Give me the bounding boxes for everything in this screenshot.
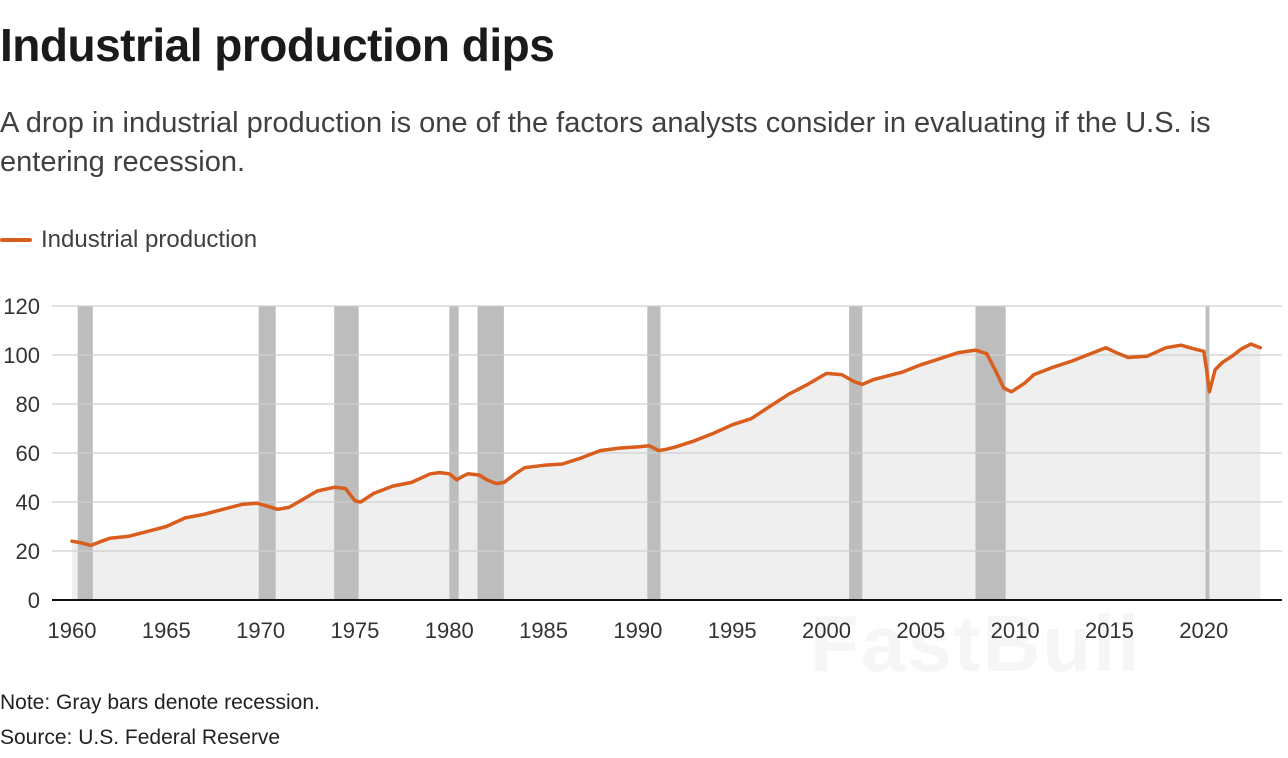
x-tick-label: 1970 bbox=[236, 618, 285, 643]
x-tick-label: 1965 bbox=[142, 618, 191, 643]
line-chart: 0 20 40 60 80 100 120 1960 1965 1970 1975 1980 1985 1… bbox=[3, 294, 1282, 643]
area-fill bbox=[72, 344, 1261, 600]
legend: Industrial production bbox=[0, 226, 257, 254]
chart-note: Note: Gray bars denote recession. bbox=[0, 691, 320, 714]
chart-title: Industrial production dips bbox=[0, 19, 555, 71]
watermark: FastBull bbox=[810, 598, 1142, 690]
y-tick-label: 100 bbox=[3, 343, 40, 368]
x-tick-label: 2020 bbox=[1179, 618, 1228, 643]
y-tick-label: 0 bbox=[28, 588, 40, 613]
x-tick-label: 1995 bbox=[708, 618, 757, 643]
x-tick-label: 2015 bbox=[1085, 618, 1134, 643]
x-tick-label: 1960 bbox=[48, 618, 97, 643]
y-tick-label: 80 bbox=[16, 392, 40, 417]
x-tick-label: 2010 bbox=[991, 618, 1040, 643]
x-tick-label: 1990 bbox=[613, 618, 662, 643]
legend-line-swatch bbox=[0, 238, 32, 242]
x-tick-label: 1985 bbox=[519, 618, 568, 643]
x-tick-label: 2005 bbox=[896, 618, 945, 643]
chart-subtitle: A drop in industrial production is one o… bbox=[0, 107, 1211, 178]
y-tick-label: 20 bbox=[16, 539, 40, 564]
y-tick-label: 120 bbox=[3, 294, 40, 319]
x-tick-label: 1975 bbox=[330, 618, 379, 643]
chart-source: Source: U.S. Federal Reserve bbox=[0, 726, 281, 749]
x-tick-label: 2000 bbox=[802, 618, 851, 643]
legend-label: Industrial production bbox=[41, 226, 258, 253]
series-line-industrial-production bbox=[70, 342, 1263, 548]
x-tick-label: 1980 bbox=[425, 618, 474, 643]
y-tick-label: 40 bbox=[16, 490, 40, 515]
y-tick-label: 60 bbox=[16, 441, 40, 466]
